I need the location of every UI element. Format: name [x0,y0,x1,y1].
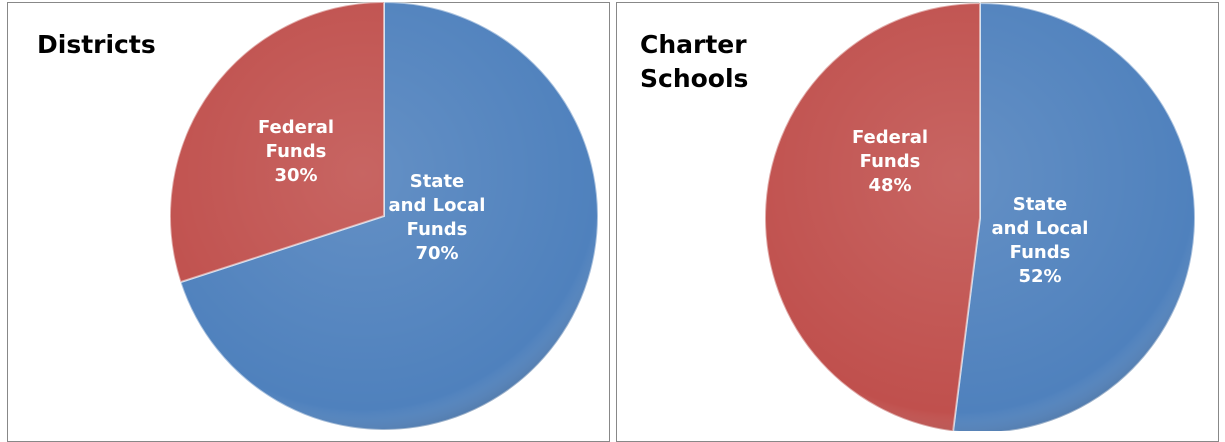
chart-title: Charter Schools [640,30,749,93]
page: (() => { const data = JSON.parse(documen… [7,1,1219,442]
slice-label: Federal Funds [257,117,335,162]
slice-value: 48% [868,175,912,196]
slice-value: 70% [415,243,459,264]
slice-label: State and Local Funds [991,194,1089,263]
slice-value: 52% [1018,266,1062,287]
chart-title: Districts [37,30,156,59]
slice-label: State and Local Funds [388,171,486,240]
slice-label: Federal Funds [851,127,929,172]
pie-slice [764,1,981,431]
slice-value: 30% [274,165,318,186]
